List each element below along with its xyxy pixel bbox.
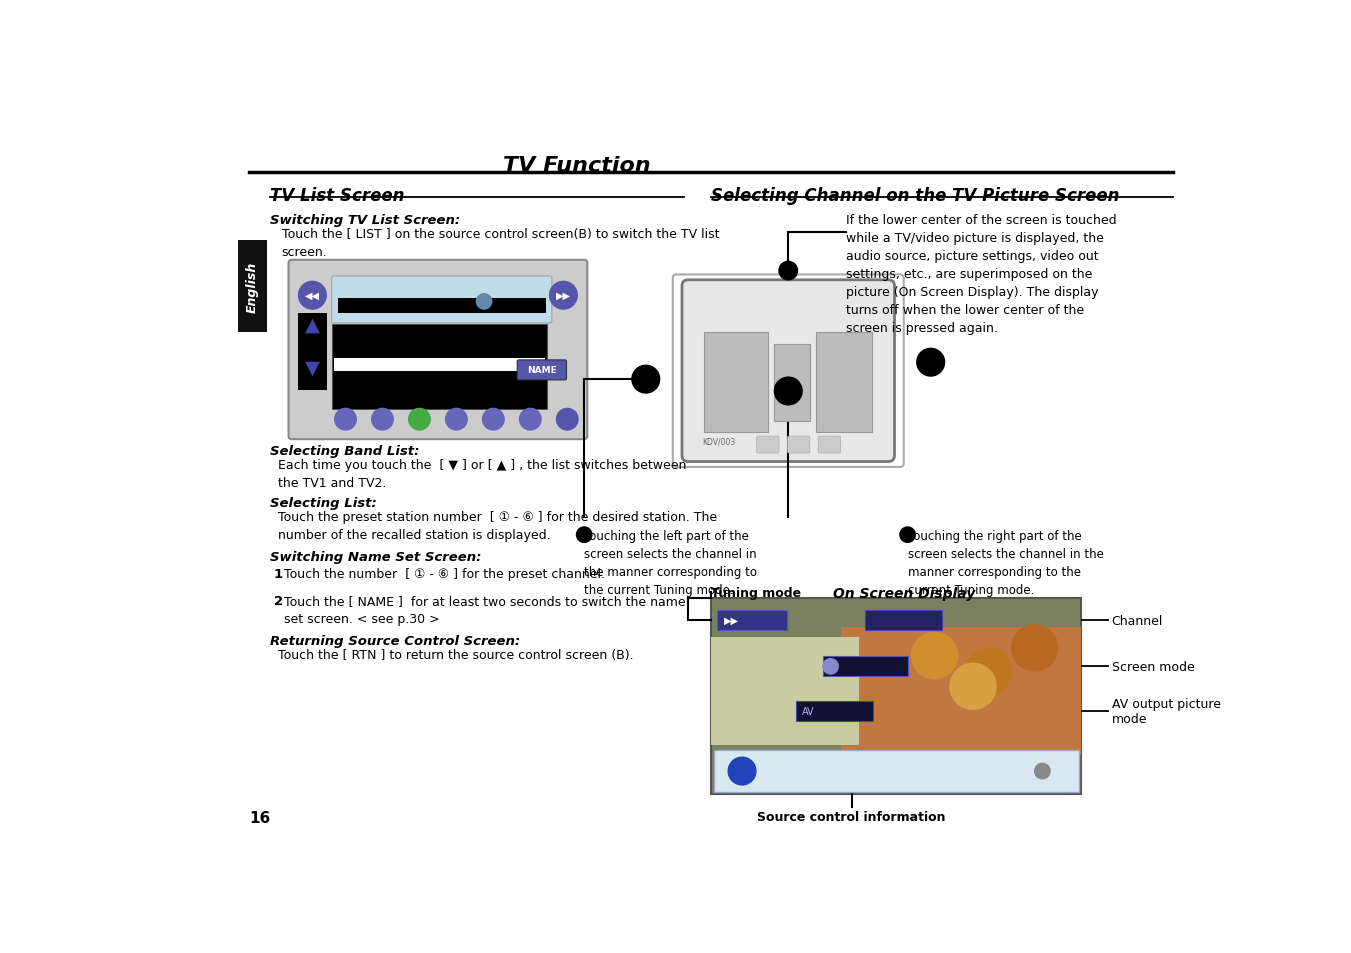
Bar: [334, 358, 544, 372]
Bar: [717, 611, 786, 631]
Text: English: English: [246, 261, 259, 313]
Text: Source control information: Source control information: [758, 810, 946, 822]
Bar: [297, 314, 327, 391]
Circle shape: [1035, 763, 1050, 779]
Text: ▲: ▲: [305, 315, 320, 335]
Text: Touch the preset station number  [ ① - ⑥ ] for the desired station. The
number o: Touch the preset station number [ ① - ⑥ …: [278, 511, 717, 541]
Bar: [338, 298, 546, 314]
Bar: [774, 344, 809, 421]
Text: TV Function: TV Function: [504, 156, 651, 176]
Text: Touch the [ LIST ] on the source control screen(B) to switch the TV list
screen.: Touch the [ LIST ] on the source control…: [281, 228, 719, 258]
Text: Selecting Band List:: Selecting Band List:: [270, 444, 419, 457]
Circle shape: [577, 527, 592, 543]
Circle shape: [408, 409, 430, 431]
Circle shape: [823, 659, 839, 675]
FancyBboxPatch shape: [517, 360, 566, 380]
Bar: [713, 750, 1078, 792]
Text: ▶▶: ▶▶: [724, 616, 739, 625]
Text: ▼: ▼: [305, 358, 320, 377]
Circle shape: [917, 349, 944, 376]
Circle shape: [632, 366, 659, 394]
Bar: [865, 611, 942, 631]
Circle shape: [299, 282, 326, 310]
Circle shape: [900, 527, 916, 543]
Circle shape: [774, 377, 802, 405]
Bar: [704, 333, 767, 433]
Text: AV: AV: [802, 706, 815, 717]
Bar: [711, 598, 1081, 795]
Text: ▶▶: ▶▶: [555, 291, 571, 301]
Circle shape: [482, 409, 504, 431]
Text: 1: 1: [274, 567, 282, 580]
FancyBboxPatch shape: [289, 260, 588, 439]
Circle shape: [520, 409, 542, 431]
Text: Tuning mode: Tuning mode: [711, 587, 801, 599]
Circle shape: [912, 633, 958, 679]
Text: TV List Screen: TV List Screen: [270, 187, 404, 205]
Text: Touching the left part of the
screen selects the channel in
the manner correspon: Touching the left part of the screen sel…: [584, 529, 757, 596]
Circle shape: [446, 409, 467, 431]
Text: Touching the right part of the
screen selects the channel in the
manner correspo: Touching the right part of the screen se…: [908, 529, 1104, 596]
Circle shape: [550, 282, 577, 310]
Circle shape: [372, 409, 393, 431]
Circle shape: [780, 262, 797, 280]
Text: Switching Name Set Screen:: Switching Name Set Screen:: [270, 551, 481, 563]
FancyBboxPatch shape: [788, 436, 809, 454]
Circle shape: [557, 409, 578, 431]
Text: NAME: NAME: [527, 366, 557, 375]
Text: Each time you touch the  [ ▼ ] or [ ▲ ] , the list switches between
the TV1 and : Each time you touch the [ ▼ ] or [ ▲ ] ,…: [278, 458, 686, 489]
Text: Selecting List:: Selecting List:: [270, 497, 377, 510]
Text: Touch the number  [ ① - ⑥ ] for the preset channel.: Touch the number [ ① - ⑥ ] for the prese…: [284, 567, 605, 580]
Text: Returning Source Control Screen:: Returning Source Control Screen:: [270, 635, 520, 647]
Text: 16: 16: [249, 810, 270, 825]
Circle shape: [728, 758, 757, 785]
FancyBboxPatch shape: [682, 280, 894, 462]
Text: If the lower center of the screen is touched
while a TV/video picture is display: If the lower center of the screen is tou…: [846, 213, 1117, 335]
Bar: [823, 657, 908, 677]
Text: ◀◀: ◀◀: [305, 291, 320, 301]
FancyBboxPatch shape: [331, 276, 551, 324]
Circle shape: [477, 294, 492, 310]
Text: Screen mode: Screen mode: [1112, 660, 1194, 673]
Text: Switching TV List Screen:: Switching TV List Screen:: [270, 213, 461, 227]
Bar: [840, 628, 1081, 755]
Bar: [816, 333, 871, 433]
Circle shape: [966, 648, 1012, 695]
Bar: [238, 240, 267, 333]
FancyBboxPatch shape: [819, 436, 840, 454]
Bar: [331, 325, 547, 410]
Bar: [711, 638, 859, 745]
Circle shape: [335, 409, 357, 431]
Text: AV output picture
mode: AV output picture mode: [1112, 698, 1221, 725]
Circle shape: [950, 663, 996, 710]
Text: Touch the [ NAME ]  for at least two seconds to switch the name
set screen. < se: Touch the [ NAME ] for at least two seco…: [284, 595, 685, 625]
Text: Selecting Channel on the TV Picture Screen: Selecting Channel on the TV Picture Scre…: [711, 187, 1120, 205]
Circle shape: [1012, 625, 1058, 671]
Text: On Screen Display: On Screen Display: [832, 587, 975, 600]
FancyBboxPatch shape: [757, 436, 780, 454]
Text: 2: 2: [274, 595, 282, 607]
Text: Touch the [ RTN ] to return the source control screen (B).: Touch the [ RTN ] to return the source c…: [278, 648, 634, 661]
Text: KDV/003: KDV/003: [703, 437, 735, 447]
Bar: [796, 701, 873, 721]
Text: Channel: Channel: [1112, 614, 1163, 627]
